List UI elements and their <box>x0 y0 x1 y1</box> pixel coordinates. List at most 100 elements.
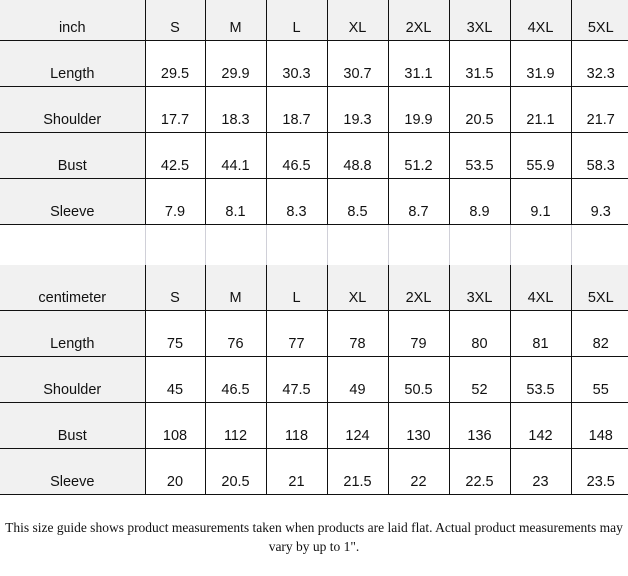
measurement-value: 30.7 <box>327 40 389 87</box>
measurement-value: 108 <box>145 402 206 449</box>
measurement-row-bust: Bust 42.5 44.1 46.5 48.8 51.2 53.5 55.9 58.3 <box>0 132 628 179</box>
measurement-value: 80 <box>449 310 511 357</box>
measurement-row-length: Length 29.5 29.9 30.3 30.7 31.1 31.5 31.9 32.3 <box>0 40 628 87</box>
measurement-value: 19.9 <box>388 86 450 133</box>
measurement-value: 50.5 <box>388 356 450 403</box>
size-header-3xl: 3XL <box>449 265 511 311</box>
measurement-value: 77 <box>266 310 328 357</box>
measurement-value: 44.1 <box>205 132 267 179</box>
measurement-row-length: Length 75 76 77 78 79 80 81 82 <box>0 310 628 357</box>
measurement-value: 29.5 <box>145 40 206 87</box>
measurement-value: 20 <box>145 448 206 495</box>
measurement-value: 49 <box>327 356 389 403</box>
measurement-value: 18.7 <box>266 86 328 133</box>
measurement-value: 18.3 <box>205 86 267 133</box>
measurement-value: 82 <box>571 310 628 357</box>
measurement-value: 136 <box>449 402 511 449</box>
size-header-5xl: 5XL <box>571 0 628 41</box>
measurement-value: 19.3 <box>327 86 389 133</box>
measurement-value: 7.9 <box>145 178 206 225</box>
measurement-value: 8.5 <box>327 178 389 225</box>
size-header-m: M <box>205 0 267 41</box>
measurement-row-sleeve: Sleeve 7.9 8.1 8.3 8.5 8.7 8.9 9.1 9.3 <box>0 178 628 225</box>
size-header-4xl: 4XL <box>510 0 572 41</box>
measurement-value: 48.8 <box>327 132 389 179</box>
measurement-value: 78 <box>327 310 389 357</box>
measurement-value: 142 <box>510 402 572 449</box>
measurement-label: Sleeve <box>0 178 146 225</box>
size-header-3xl: 3XL <box>449 0 511 41</box>
measurement-value: 53.5 <box>510 356 572 403</box>
measurement-value: 8.3 <box>266 178 328 225</box>
size-header-s: S <box>145 0 206 41</box>
measurement-value: 17.7 <box>145 86 206 133</box>
inch-size-table: inch S M L XL 2XL 3XL 4XL 5XL Length 29.5 29.9 30.3 3… <box>0 0 628 274</box>
measurement-value: 29.9 <box>205 40 267 87</box>
measurement-value: 20.5 <box>205 448 267 495</box>
measurement-label: Sleeve <box>0 448 146 495</box>
measurement-label: Length <box>0 40 146 87</box>
measurement-value: 46.5 <box>266 132 328 179</box>
measurement-value: 8.7 <box>388 178 450 225</box>
header-row: inch S M L XL 2XL 3XL 4XL 5XL <box>0 0 628 41</box>
unit-label: centimeter <box>0 265 146 311</box>
size-header-xl: XL <box>327 265 389 311</box>
measurement-row-shoulder: Shoulder 45 46.5 47.5 49 50.5 52 53.5 55 <box>0 356 628 403</box>
measurement-value: 22.5 <box>449 448 511 495</box>
measurement-value: 52 <box>449 356 511 403</box>
measurement-row-shoulder: Shoulder 17.7 18.3 18.7 19.3 19.9 20.5 21.1 21.7 <box>0 86 628 133</box>
measurement-value: 21.1 <box>510 86 572 133</box>
centimeter-size-table: centimeter S M L XL 2XL 3XL 4XL 5XL Length 75 76 77 7… <box>0 265 628 495</box>
measurement-value: 31.9 <box>510 40 572 87</box>
measurement-value: 53.5 <box>449 132 511 179</box>
size-header-2xl: 2XL <box>388 265 450 311</box>
measurement-value: 81 <box>510 310 572 357</box>
measurement-value: 124 <box>327 402 389 449</box>
measurement-value: 118 <box>266 402 328 449</box>
size-header-5xl: 5XL <box>571 265 628 311</box>
size-header-l: L <box>266 0 328 41</box>
size-header-2xl: 2XL <box>388 0 450 41</box>
measurement-value: 47.5 <box>266 356 328 403</box>
measurement-value: 30.3 <box>266 40 328 87</box>
measurement-value: 21 <box>266 448 328 495</box>
measurement-value: 45 <box>145 356 206 403</box>
measurement-value: 21.7 <box>571 86 628 133</box>
measurement-value: 130 <box>388 402 450 449</box>
measurement-value: 21.5 <box>327 448 389 495</box>
size-guide-footnote: This size guide shows product measuremen… <box>5 520 623 554</box>
measurement-value: 58.3 <box>571 132 628 179</box>
measurement-value: 76 <box>205 310 267 357</box>
measurement-value: 42.5 <box>145 132 206 179</box>
measurement-row-sleeve: Sleeve 20 20.5 21 21.5 22 22.5 23 23.5 <box>0 448 628 495</box>
measurement-value: 31.5 <box>449 40 511 87</box>
measurement-value: 79 <box>388 310 450 357</box>
measurement-value: 31.1 <box>388 40 450 87</box>
header-row: centimeter S M L XL 2XL 3XL 4XL 5XL <box>0 265 628 311</box>
measurement-value: 148 <box>571 402 628 449</box>
measurement-value: 22 <box>388 448 450 495</box>
measurement-value: 46.5 <box>205 356 267 403</box>
size-header-xl: XL <box>327 0 389 41</box>
measurement-value: 55 <box>571 356 628 403</box>
measurement-value: 23 <box>510 448 572 495</box>
size-header-m: M <box>205 265 267 311</box>
measurement-value: 8.9 <box>449 178 511 225</box>
measurement-value: 51.2 <box>388 132 450 179</box>
measurement-value: 75 <box>145 310 206 357</box>
measurement-label: Shoulder <box>0 86 146 133</box>
size-header-l: L <box>266 265 328 311</box>
measurement-value: 9.3 <box>571 178 628 225</box>
measurement-label: Length <box>0 310 146 357</box>
measurement-label: Bust <box>0 132 146 179</box>
measurement-value: 8.1 <box>205 178 267 225</box>
measurement-value: 55.9 <box>510 132 572 179</box>
measurement-label: Bust <box>0 402 146 449</box>
measurement-value: 20.5 <box>449 86 511 133</box>
measurement-label: Shoulder <box>0 356 146 403</box>
measurement-value: 32.3 <box>571 40 628 87</box>
measurement-value: 112 <box>205 402 267 449</box>
measurement-value: 9.1 <box>510 178 572 225</box>
unit-label: inch <box>0 0 146 41</box>
size-header-s: S <box>145 265 206 311</box>
